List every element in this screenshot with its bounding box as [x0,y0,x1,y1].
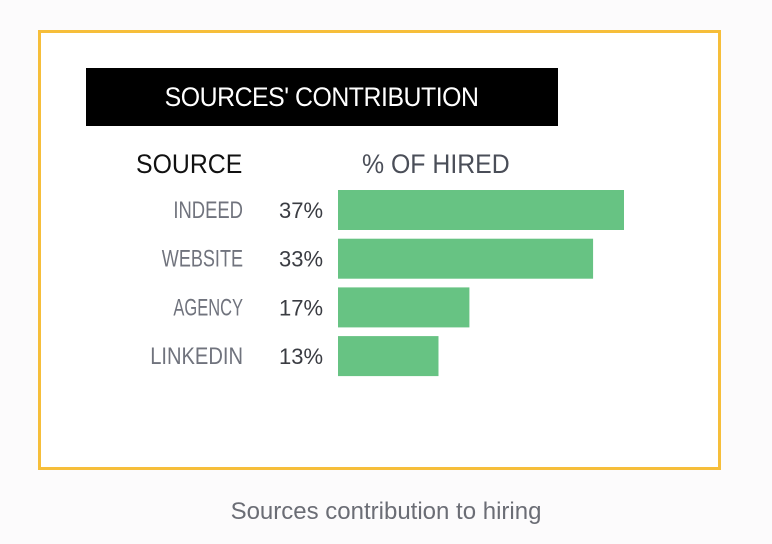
bar-website [338,238,594,279]
category-label-indeed: INDEED [173,197,243,224]
chart-title: SOURCES' CONTRIBUTION [165,81,479,112]
bars-group: INDEED 37% WEBSITE 33% AGENCY 17% LINKEDIN 13% [150,190,624,377]
chart-title-bar: SOURCES' CONTRIBUTION [86,68,558,126]
source-column-header: SOURCE [136,149,243,179]
category-label-linkedin: LINKEDIN [150,343,243,370]
bar-indeed [338,190,624,230]
category-label-agency: AGENCY [173,294,243,321]
bar-agency [338,287,470,328]
figure-caption: Sources contribution to hiring [230,498,542,525]
bar-linkedin [338,336,439,377]
value-label-linkedin: 13% [279,344,323,369]
value-label-agency: 17% [279,295,323,320]
value-label-website: 33% [279,247,323,272]
value-label-indeed: 37% [279,198,323,223]
category-label-website: WEBSITE [162,246,243,273]
percent-hired-column-header: % OF HIRED [362,149,510,179]
